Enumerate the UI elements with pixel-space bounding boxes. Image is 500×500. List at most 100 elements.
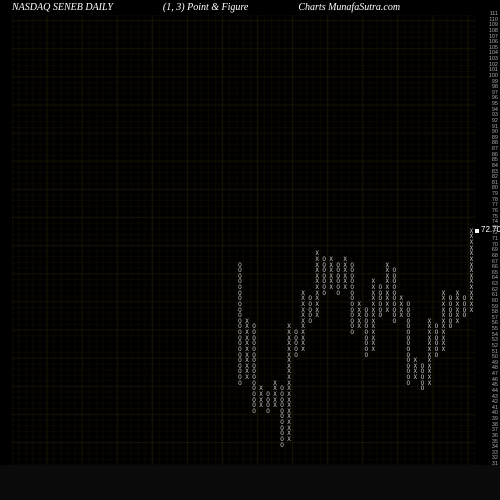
y-tick-label: 33 (492, 451, 498, 457)
pf-o-cell: O (349, 319, 356, 325)
price-marker (475, 229, 479, 233)
pf-x-cell: X (370, 336, 377, 342)
pf-x-cell: X (468, 291, 475, 297)
pf-x-cell: X (286, 324, 293, 330)
y-tick-label: 51 (492, 350, 498, 356)
pf-x-cell: X (258, 398, 265, 404)
pf-o-cell: O (349, 268, 356, 274)
pf-x-cell: X (440, 330, 447, 336)
pf-x-cell: X (300, 341, 307, 347)
y-tick-label: 85 (492, 158, 498, 164)
pf-o-cell: O (321, 279, 328, 285)
pf-o-cell: O (236, 291, 243, 297)
pf-x-cell: X (272, 398, 279, 404)
pf-o-cell: O (279, 420, 286, 426)
footer-band (0, 465, 500, 500)
pf-x-cell: X (370, 341, 377, 347)
pf-x-cell: X (314, 257, 321, 263)
pf-o-cell: O (363, 313, 370, 319)
y-tick-label: 64 (492, 276, 498, 282)
y-tick-label: 95 (492, 102, 498, 108)
pf-o-cell: O (293, 347, 300, 353)
pf-x-cell: X (440, 319, 447, 325)
pf-o-cell: O (307, 302, 314, 308)
pf-x-cell: X (468, 263, 475, 269)
pf-o-cell: O (405, 313, 412, 319)
ticker-label: NASDAQ SENEB DAILY (12, 2, 113, 16)
pf-o-cell: O (265, 403, 272, 409)
pf-o-cell: O (391, 296, 398, 302)
pf-x-cell: X (356, 302, 363, 308)
pf-x-cell: X (370, 313, 377, 319)
pf-o-cell: O (279, 386, 286, 392)
pf-x-cell: X (468, 240, 475, 246)
y-tick-label: 89 (492, 136, 498, 142)
pf-o-cell: O (321, 285, 328, 291)
pf-x-cell: X (370, 319, 377, 325)
pf-o-cell: O (391, 268, 398, 274)
pf-x-cell: X (328, 274, 335, 280)
pf-o-cell: O (236, 324, 243, 330)
pf-x-cell: X (258, 392, 265, 398)
pf-x-cell: X (370, 308, 377, 314)
pf-x-cell: X (454, 291, 461, 297)
pf-o-cell: O (279, 437, 286, 443)
pf-x-cell: X (426, 324, 433, 330)
pf-o-cell: O (251, 392, 258, 398)
pf-o-cell: O (251, 324, 258, 330)
y-tick-label: 60 (492, 299, 498, 305)
pf-o-cell: O (461, 308, 468, 314)
pf-o-cell: O (265, 398, 272, 404)
pf-o-cell: O (335, 279, 342, 285)
pf-x-cell: X (426, 358, 433, 364)
pf-x-cell: X (370, 296, 377, 302)
y-tick-label: 49 (492, 361, 498, 367)
pf-x-cell: X (384, 302, 391, 308)
pf-o-cell: O (405, 341, 412, 347)
pf-o-cell: O (419, 386, 426, 392)
pf-x-cell: X (468, 257, 475, 263)
pf-o-cell: O (391, 308, 398, 314)
pf-x-cell: X (370, 291, 377, 297)
pf-o-cell: O (321, 268, 328, 274)
pf-x-cell: X (468, 246, 475, 252)
y-tick-label: 66 (492, 265, 498, 271)
pf-x-cell: X (370, 302, 377, 308)
pf-x-cell: X (468, 268, 475, 274)
y-tick-label: 104 (489, 51, 498, 57)
pf-x-cell: X (286, 420, 293, 426)
pf-o-cell: O (377, 291, 384, 297)
pf-o-cell: O (335, 268, 342, 274)
pf-o-cell: O (293, 353, 300, 359)
pf-o-cell: O (405, 381, 412, 387)
pf-x-cell: X (412, 358, 419, 364)
y-tick-label: 79 (492, 192, 498, 198)
pf-o-cell: O (335, 291, 342, 297)
y-tick-label: 110 (489, 18, 498, 24)
pf-x-cell: X (398, 313, 405, 319)
pf-o-cell: O (236, 364, 243, 370)
y-tick-label: 41 (492, 406, 498, 412)
pf-x-cell: X (398, 296, 405, 302)
y-axis: 3132333435363738394041424344454647484950… (476, 15, 498, 465)
pf-o-cell: O (461, 313, 468, 319)
pf-o-cell: O (279, 398, 286, 404)
pf-o-cell: O (236, 302, 243, 308)
y-tick-label: 34 (492, 445, 498, 451)
pf-o-cell: O (433, 336, 440, 342)
pf-x-cell: X (342, 285, 349, 291)
y-tick-label: 62 (492, 288, 498, 294)
pf-x-cell: X (244, 375, 251, 381)
pf-o-cell: O (236, 279, 243, 285)
pf-x-cell: X (314, 251, 321, 257)
pf-o-cell: O (265, 409, 272, 415)
pf-x-cell: X (328, 257, 335, 263)
pf-x-cell: X (286, 414, 293, 420)
y-tick-label: 103 (489, 57, 498, 63)
pf-o-cell: O (363, 341, 370, 347)
pf-x-cell: X (342, 279, 349, 285)
pf-o-cell: O (236, 263, 243, 269)
pf-x-cell: X (314, 308, 321, 314)
pf-o-cell: O (377, 313, 384, 319)
pf-o-cell: O (236, 330, 243, 336)
